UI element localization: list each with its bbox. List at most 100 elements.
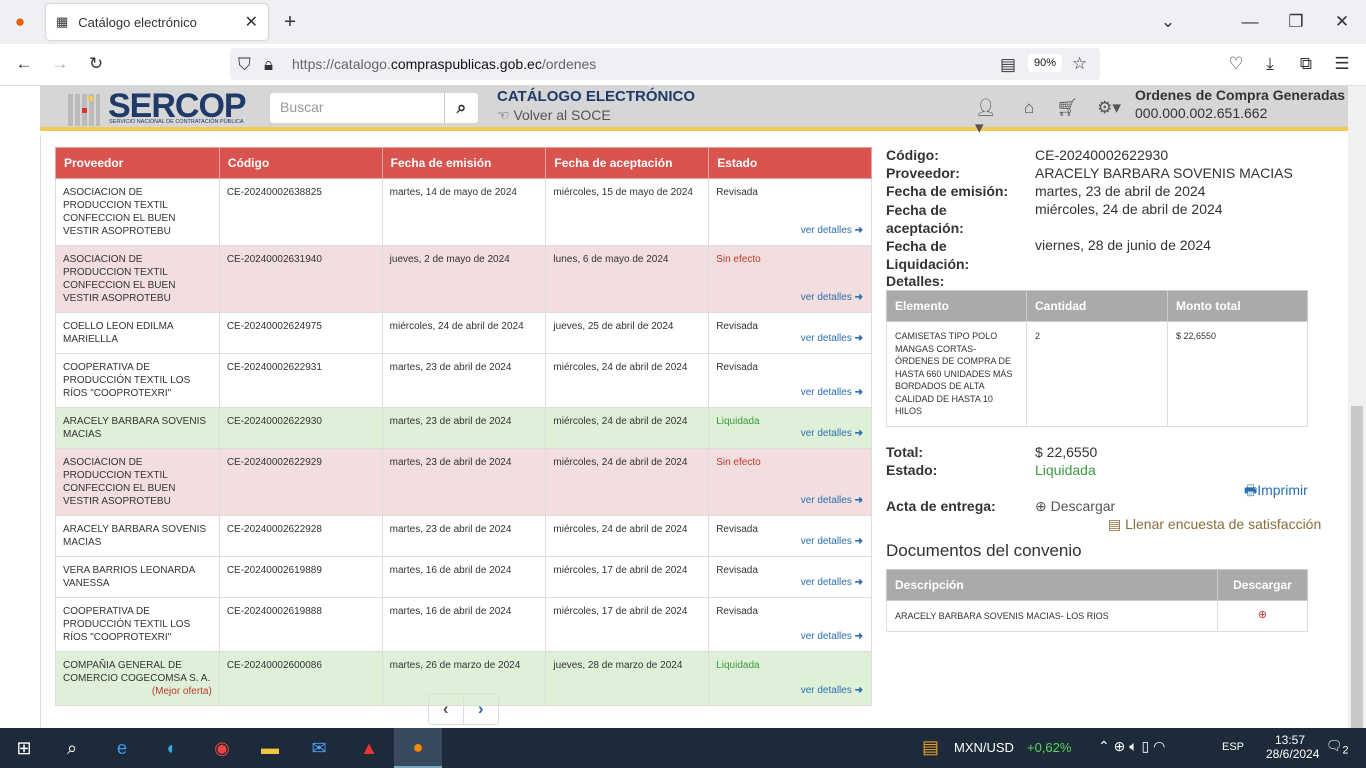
proveedor-value: ARACELY BARBARA SOVENIS MACIAS [1035,165,1293,181]
view-details-link[interactable]: ver detalles ➜ [801,535,863,548]
notifications-icon[interactable]: 🗨︎2 [1326,738,1349,757]
clock[interactable]: 13:57 28/6/2024 [1266,733,1319,761]
back-to-soce-link[interactable]: ☜ Volver al SOCE [497,107,611,124]
language-indicator[interactable]: ESP [1222,741,1245,753]
reader-view-icon[interactable]: ▤ [1000,55,1017,74]
view-details-link[interactable]: ver detalles ➜ [801,291,863,304]
search-input[interactable]: Buscar [270,93,444,123]
codigo-label: Código: [886,147,939,163]
proveedor-name: COELLO LEON EDILMA MARIELLLA [63,321,174,345]
minimize-icon[interactable]: — [1241,12,1259,31]
close-window-icon[interactable]: ✕ [1334,12,1350,31]
download-acta-link[interactable]: ⊕ Descargar [1035,498,1115,515]
sercop-logo[interactable]: SERCOP SERVICIO NACIONAL DE CONTRATACIÓN… [68,87,258,128]
view-details-label: ver detalles [800,292,852,303]
view-details-link[interactable]: ver detalles ➜ [801,386,863,399]
column-header-codigo: Código [218,147,383,179]
back-icon[interactable]: ← [15,54,33,73]
close-tab-icon[interactable]: ✕ [244,14,258,31]
cell-codigo: CE-20240002600086 [218,651,383,706]
list-tabs-icon[interactable]: ⌄ [1160,12,1176,31]
cell-aceptacion: miércoles, 15 de mayo de 2024 [545,178,710,246]
browser-tab[interactable]: ▦ Catálogo electrónico ✕ [46,4,268,40]
proveedor-name: VERA BARRIOS LEONARDA VANESSA [63,565,195,589]
pagination: ‹ › [428,693,499,725]
file-explorer-icon[interactable]: ▬ [261,737,279,758]
cell-proveedor: ASOCIACION DE PRODUCCION TEXTIL CONFECCI… [55,245,220,313]
cell-emision: martes, 16 de abril de 2024 [381,597,547,652]
download-circle-icon: ⊕ [1035,498,1047,514]
acta-label: Acta de entrega: [886,498,996,514]
reload-icon[interactable]: ↻ [88,54,104,73]
ticker-change: +0,62% [1027,740,1072,755]
view-details-link[interactable]: ver detalles ➜ [801,224,863,237]
downloads-icon[interactable]: ⤓ [1266,54,1274,73]
notification-count: 2 [1342,744,1349,757]
forward-icon[interactable]: → [51,54,69,73]
survey-label: Llenar encuesta de satisfacción [1125,516,1322,532]
proveedor-name: COOPERATIVA DE PRODUCCIÓN TEXTIL LOS RÍO… [63,606,191,643]
ticker-label[interactable]: MXN/USD [954,740,1014,755]
view-details-link[interactable]: ver detalles ➜ [801,576,863,589]
chrome-icon[interactable]: ◉ [214,737,230,758]
cart-icon[interactable]: 🛒︎ [1056,98,1078,117]
url-bar[interactable]: ⛉ 🔒︎ https://catalogo. compraspublicas.go… [230,48,1100,80]
menu-icon[interactable]: ☰ [1334,54,1350,73]
emision-label: Fecha de emisión: [886,183,1009,199]
cell-aceptacion: jueves, 28 de marzo de 2024 [545,651,710,706]
view-details-link[interactable]: ver detalles ➜ [801,630,863,643]
view-details-link[interactable]: ver detalles ➜ [801,427,863,440]
status-badge: Liquidada [716,416,760,427]
item-elemento: CAMISETAS TIPO POLO MANGAS CORTAS- ÓRDEN… [886,321,1027,427]
shield-icon[interactable]: ⛉ [238,55,251,74]
status-badge: Sin efecto [716,457,761,468]
proveedor-label: Proveedor: [886,165,960,181]
download-document-icon[interactable]: ⊕ [1217,600,1308,632]
search-button[interactable]: ⌕ [444,93,478,123]
logo-mark-icon [68,94,100,126]
start-windows-icon[interactable]: ⊞ [16,737,32,758]
view-details-label: ver detalles [800,577,852,588]
tray-icons[interactable]: ⌃ ⊕ 🔈︎ ▯ ◠ [1098,738,1166,754]
bookmark-star-icon[interactable]: ☆ [1072,54,1088,73]
user-menu-icon[interactable]: 👤︎▾ [975,98,997,137]
acrobat-icon[interactable]: ▲ [360,737,378,758]
cell-proveedor: ARACELY BARBARA SOVENIS MACIAS [55,407,220,449]
page-scrollbar[interactable] [1348,86,1366,741]
status-badge: Revisada [716,606,758,617]
firefox-taskbar-icon[interactable]: ● [394,728,442,768]
time: 13:57 [1274,733,1306,747]
view-details-label: ver detalles [800,495,852,506]
mail-icon[interactable]: ✉ [311,737,327,758]
scrollbar-thumb[interactable] [1351,406,1363,741]
cell-proveedor: COELLO LEON EDILMA MARIELLLA [55,312,220,354]
zoom-level[interactable]: 90% [1028,54,1063,72]
next-page-button[interactable]: › [477,699,484,718]
survey-link[interactable]: ▤ Llenar encuesta de satisfacción [1108,516,1321,533]
view-details-label: ver detalles [800,428,852,439]
proveedor-name: ASOCIACION DE PRODUCCION TEXTIL CONFECCI… [63,254,176,304]
new-tab-icon[interactable]: + [284,10,296,33]
extensions-icon[interactable]: ⧉ [1299,54,1313,73]
table-row: COELLO LEON EDILMA MARIELLLA CE-202400026… [55,312,872,354]
view-details-link[interactable]: ver detalles ➜ [801,684,863,697]
print-link[interactable]: 🖶︎Imprimir [1244,480,1308,504]
firefox-icon[interactable]: ● [14,12,26,31]
previous-page-button[interactable]: ‹ [429,694,464,724]
cell-proveedor: VERA BARRIOS LEONARDA VANESSA [55,556,220,598]
internet-explorer-icon[interactable]: e [116,737,127,758]
view-details-link[interactable]: ver detalles ➜ [801,494,863,507]
column-header-descargar: Descargar [1217,569,1308,601]
edge-icon[interactable]: ◐ [166,737,178,758]
cell-aceptacion: miércoles, 24 de abril de 2024 [545,448,710,516]
url-path: /ordenes [541,56,597,72]
pocket-icon[interactable]: ♡ [1228,54,1244,73]
view-details-link[interactable]: ver detalles ➜ [801,332,863,345]
cell-aceptacion: lunes, 6 de mayo de 2024 [545,245,710,313]
maximize-icon[interactable]: ❐ [1288,12,1304,31]
settings-icon[interactable]: ⚙▾ [1097,98,1121,117]
search-taskbar-icon[interactable]: ⌕ [66,737,78,758]
home-icon[interactable]: ⌂ [1023,98,1035,117]
status-badge: Revisada [716,321,758,332]
codigo-value: CE-20240002622930 [1035,147,1169,163]
